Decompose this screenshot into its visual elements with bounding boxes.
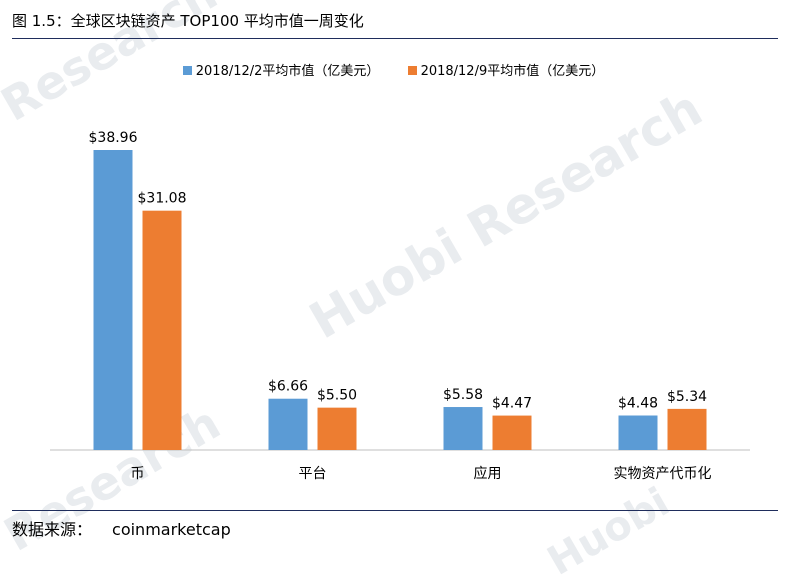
data-label-2-1: $31.08 (138, 191, 187, 207)
source-divider (12, 510, 778, 511)
bar-1-1 (93, 150, 133, 450)
data-label-1-3: $5.58 (443, 387, 483, 403)
bar-1-2 (268, 398, 308, 450)
title-divider (12, 38, 778, 39)
bar-2-4 (667, 408, 707, 450)
category-label-3: 应用 (474, 465, 502, 482)
data-label-2-2: $5.50 (317, 388, 357, 404)
source-value: coinmarketcap (112, 520, 231, 539)
category-label-1: 币 (131, 466, 145, 482)
legend-swatch-series-1 (182, 66, 192, 75)
data-label-1-4: $4.48 (618, 396, 658, 412)
data-label-2-3: $4.47 (492, 396, 532, 412)
legend-label-series-2: 2018/12/9平均市值（亿美元） (420, 64, 605, 79)
data-source: 数据来源： coinmarketcap (12, 516, 231, 540)
chart-legend: 2018/12/2平均市值（亿美元） 2018/12/9平均市值（亿美元） (0, 60, 787, 79)
category-label-2: 平台 (299, 466, 327, 482)
legend-item-series-2: 2018/12/9平均市值（亿美元） (407, 60, 605, 79)
legend-item-series-1: 2018/12/2平均市值（亿美元） (182, 60, 380, 79)
data-label-1-1: $38.96 (89, 130, 138, 146)
bar-1-4 (618, 415, 658, 450)
legend-label-series-1: 2018/12/2平均市值（亿美元） (195, 64, 380, 79)
figure-title: 图 1.5：全球区块链资产 TOP100 平均市值一周变化 (12, 12, 364, 30)
bar-chart: $38.96 $31.08 币 $6.66 $5.50 平台 $5.58 $4.47 应用 $4.… (50, 130, 750, 482)
legend-swatch-series-2 (407, 66, 417, 75)
bar-1-3 (443, 407, 483, 450)
bar-2-2 (317, 407, 357, 450)
data-label-2-4: $5.34 (667, 389, 707, 405)
bar-2-3 (492, 415, 532, 450)
source-label: 数据来源： (12, 520, 93, 539)
bar-2-1 (142, 210, 182, 450)
data-label-1-2: $6.66 (268, 379, 308, 395)
category-label-4: 实物资产代币化 (614, 466, 712, 482)
